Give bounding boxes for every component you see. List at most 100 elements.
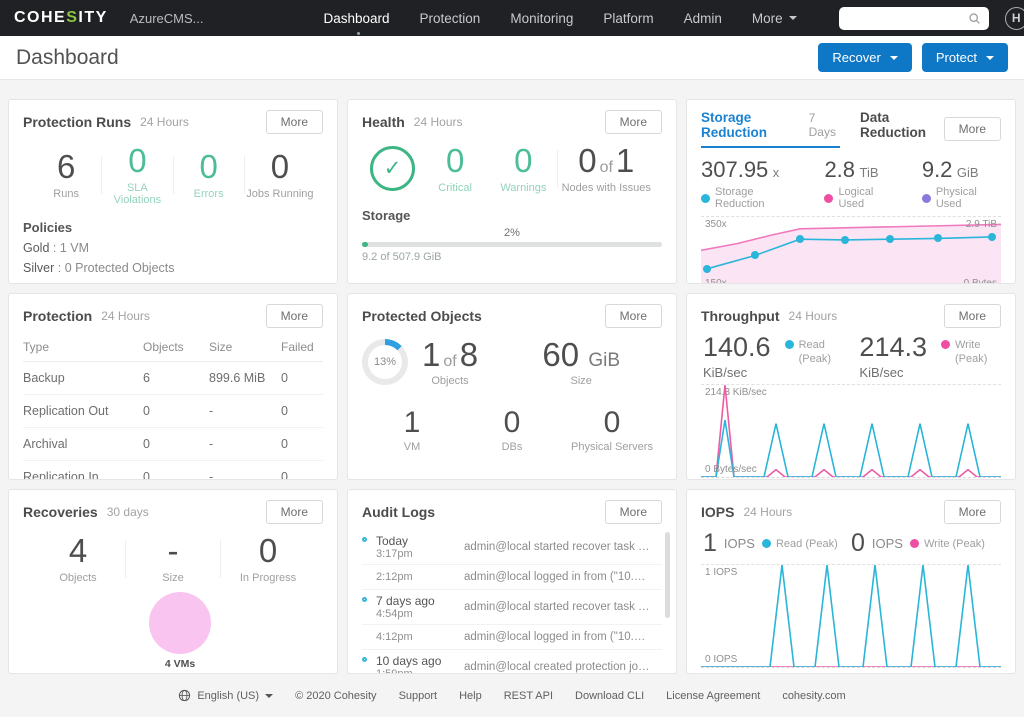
log-marker-icon (362, 657, 367, 662)
col-size: Size (209, 332, 281, 362)
nav-item-platform[interactable]: Platform (603, 10, 654, 26)
audit-log-row[interactable]: 10 days ago 1:59pm admin@local created pr… (362, 650, 662, 673)
footer-link-download-cli[interactable]: Download CLI (575, 689, 645, 702)
stat-vm: 1 VM (403, 405, 421, 454)
protect-label: Protect (935, 50, 977, 65)
stat-recovery-objects: 4 Objects (59, 532, 97, 584)
more-button[interactable]: More (265, 304, 323, 328)
divider (557, 149, 559, 188)
throughput-stats: 140.6 KiB/sec Read (Peak) 214.3 KiB/sec … (701, 328, 1001, 381)
chevron-down-icon (788, 16, 797, 20)
stat-size: 60 GiB Size (542, 336, 620, 387)
reduction-tabs: Storage Reduction 7 Days Data Reduction (701, 110, 944, 148)
copyright: © 2020 Cohesity (295, 689, 377, 702)
storage-reduction-chart: 350x 2.9 TiB 150x 0 Bytes (701, 216, 1001, 283)
stat-jobs-running: 0 Jobs Running (246, 148, 314, 200)
card-audit-logs: Audit Logs More Today 3:17pm admin@local … (347, 489, 677, 674)
cluster-selector[interactable]: AzureCMS... (129, 10, 204, 26)
chart-data-point (703, 264, 711, 273)
protection-table: Type Objects Size Failed Backup 6 899.6 Mi… (23, 332, 323, 480)
language-selector[interactable]: English (US) (178, 689, 274, 702)
stat-in-progress: 0 In Progress (239, 532, 297, 584)
stat-storage-reduction: 307.95 x Storage Reduction (701, 157, 780, 210)
stat-critical: 0 Critical (438, 142, 472, 194)
storage-title: Storage (362, 207, 411, 223)
audit-log-row[interactable]: Today 3:17pm admin@local started recover … (362, 530, 662, 565)
nav-item-dashboard[interactable]: Dashboard (323, 10, 390, 35)
table-row[interactable]: Backup 6 899.6 MiB 0 (23, 361, 323, 395)
legend-dot-cyan (784, 340, 794, 349)
more-button[interactable]: More (604, 304, 662, 328)
card-period: 24 Hours (743, 505, 793, 519)
nav-item-protection[interactable]: Protection (419, 10, 481, 26)
log-message: admin@local started recover task "Recove… (464, 601, 662, 613)
log-message: admin@local started recover task "Recove… (464, 541, 662, 553)
footer-link-support[interactable]: Support (398, 689, 438, 702)
card-title: Health (362, 114, 405, 130)
brand-post: ITY (78, 9, 108, 26)
scrollbar-thumb[interactable] (665, 532, 670, 618)
nav-item-more[interactable]: More (752, 11, 797, 26)
card-title: Throughput (701, 308, 780, 324)
more-button[interactable]: More (265, 500, 323, 524)
vm-bubble[interactable] (149, 592, 211, 654)
stat-iops-write: 0 IOPS Write (Peak) (851, 529, 985, 557)
footer-link-help[interactable]: Help (459, 689, 482, 702)
stat-errors: 0 Errors (193, 148, 224, 200)
audit-log-list: Today 3:17pm admin@local started recover … (362, 530, 662, 673)
search-input[interactable] (846, 11, 968, 25)
audit-log-row[interactable]: 4:12pm admin@local logged in from ("10.9… (362, 625, 662, 650)
donut-label: 13% (368, 345, 402, 380)
more-button[interactable]: More (604, 500, 662, 524)
card-protected-objects: Protected Objects More 13% 1 of8 Objects … (347, 293, 677, 480)
helios-icon[interactable]: H? (1004, 6, 1024, 30)
table-row[interactable]: Archival 0-0 (23, 427, 323, 461)
card-title: Recoveries (23, 504, 98, 520)
table-row[interactable]: Replication In 0-0 (23, 470, 288, 480)
footer-link-license[interactable]: License Agreement (666, 689, 761, 702)
card-title: Protection (23, 308, 93, 324)
search-icon (969, 12, 980, 24)
card-iops: IOPS 24 Hours More 1 IOPS Read (Peak) 0 … (686, 489, 1016, 674)
page-header: Dashboard Recover Protect (0, 36, 1024, 80)
divider (220, 539, 221, 578)
audit-log-row[interactable]: 7 days ago 4:54pm admin@local started rec… (362, 590, 662, 625)
stat-write-peak: 214.3 KiB/sec (859, 332, 927, 381)
more-button[interactable]: More (943, 500, 1001, 524)
storage-usage-fill (362, 241, 368, 247)
top-nav: COHESITY AzureCMS... Dashboard Protectio… (0, 0, 1024, 36)
footer-link-cohesity-com[interactable]: cohesity.com (782, 689, 846, 702)
axis-label-top-right: 2.9 TiB (965, 219, 997, 230)
col-type: Type (23, 332, 143, 362)
footer-link-rest-api[interactable]: REST API (503, 689, 554, 702)
recover-button[interactable]: Recover (818, 43, 912, 72)
protection-runs-stats: 6 Runs 0 SLA Violations 0 Errors 0 Jobs Runn… (23, 134, 323, 214)
card-period: 24 Hours (140, 115, 189, 129)
global-search[interactable] (838, 6, 989, 30)
storage-usage-bar (362, 241, 662, 247)
stat-runs: 6 Runs (53, 148, 79, 200)
cohesity-logo[interactable]: COHESITY (14, 9, 108, 27)
helios-letter: H (1011, 11, 1021, 25)
table-row[interactable]: Replication Out 0-0 (23, 394, 323, 428)
storage-reduction-stats: 307.95 x Storage Reduction 2.8 TiB Logic… (701, 157, 1001, 210)
stat-iops-read: 1 IOPS Read (Peak) (703, 529, 838, 557)
globe-icon (179, 689, 191, 702)
tab-data-reduction[interactable]: Data Reduction (859, 110, 926, 140)
axis-label-bottom-left: 0 Bytes/sec (705, 464, 757, 475)
stat-physical-servers: 0 Physical Servers (571, 405, 653, 454)
audit-log-row[interactable]: 2:12pm admin@local logged in from ("10.9… (362, 565, 662, 590)
nav-icon-group: H? ? 1 (1004, 6, 1024, 30)
tab-storage-reduction[interactable]: Storage Reduction 7 Days (701, 110, 840, 148)
more-button[interactable]: More (943, 117, 1001, 141)
nav-item-admin[interactable]: Admin (683, 10, 722, 26)
more-button[interactable]: More (604, 110, 662, 134)
legend-dot-cyan (701, 193, 710, 203)
more-button[interactable]: More (265, 110, 323, 134)
protect-button[interactable]: Protect (921, 43, 1008, 72)
main-nav: Dashboard Protection Monitoring Platform… (323, 10, 797, 35)
card-protection: Protection 24 Hours More Type Objects Si… (8, 293, 338, 480)
protected-percent-donut: 13% (362, 339, 408, 386)
nav-item-monitoring[interactable]: Monitoring (510, 10, 574, 26)
more-button[interactable]: More (943, 304, 1001, 328)
